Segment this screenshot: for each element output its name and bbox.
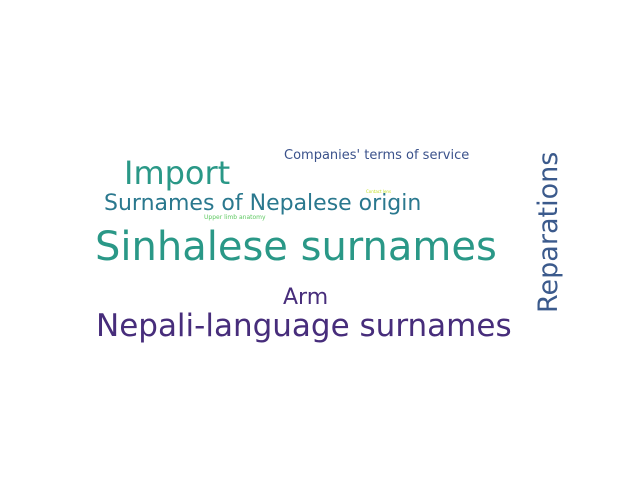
word-arm: Arm [283, 285, 329, 310]
word-contact-lens: Contact lens [366, 189, 392, 194]
word-reparations: Reparations [533, 151, 564, 313]
word-companies-terms-of-service: Companies' terms of service [284, 148, 470, 163]
word-upper-limb-anatomy: Upper limb anatomy [204, 214, 266, 221]
word-nepali-language-surnames: Nepali-language surnames [96, 308, 512, 344]
word-import: Import [124, 154, 231, 192]
word-sinhalese-surnames: Sinhalese surnames [95, 224, 497, 270]
word-surnames-of-nepalese-origin: Surnames of Nepalese origin [104, 191, 422, 216]
